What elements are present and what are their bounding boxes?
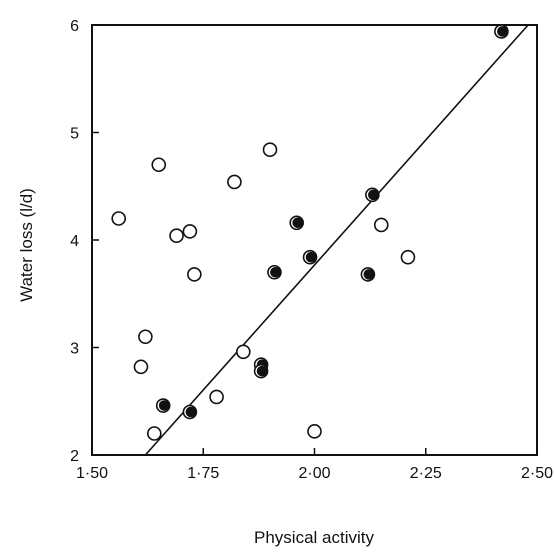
- open-data-point: [307, 424, 322, 439]
- x-tick-label: 2·00: [298, 465, 330, 482]
- regression-line: [144, 24, 529, 456]
- y-tick-label: 5: [70, 126, 79, 143]
- filled-data-point-core: [256, 365, 268, 377]
- open-data-point: [147, 426, 162, 441]
- filled-data-point-core: [497, 26, 508, 37]
- open-data-point: [138, 329, 153, 345]
- data-points-layer: [111, 24, 509, 441]
- open-data-point: [236, 344, 251, 360]
- open-data-point: [169, 228, 184, 243]
- y-tick-label: 3: [70, 341, 79, 358]
- y-axis-title: Water loss (l/d): [17, 188, 36, 302]
- open-data-point: [227, 174, 242, 190]
- open-data-point: [182, 224, 198, 239]
- x-axis-title: Physical activity: [254, 528, 374, 547]
- y-tick-label: 4: [70, 233, 79, 250]
- regression-line-layer: [144, 24, 529, 456]
- open-data-point: [187, 267, 202, 282]
- y-tick-label: 2: [70, 448, 79, 465]
- filled-data-point-core: [363, 269, 375, 280]
- x-tick-label: 1·50: [76, 465, 108, 482]
- open-data-point: [209, 389, 224, 405]
- filled-data-point-core: [305, 251, 317, 263]
- y-tick-label: 6: [70, 18, 79, 35]
- filled-data-point-core: [368, 189, 379, 201]
- open-data-point: [262, 142, 278, 157]
- filled-data-point-core: [292, 217, 304, 229]
- open-data-point: [111, 211, 126, 226]
- open-data-point: [133, 359, 149, 375]
- filled-data-point-core: [185, 406, 197, 418]
- open-data-point: [373, 217, 389, 233]
- open-data-point: [151, 157, 167, 173]
- x-tick-label: 1·75: [187, 465, 219, 482]
- filled-data-point-core: [158, 400, 170, 411]
- open-data-point: [400, 249, 416, 265]
- x-tick-label: 2·50: [521, 465, 553, 482]
- y-axis-ticks: 2 3 4 5 6: [70, 18, 99, 465]
- filled-data-point-core: [270, 266, 281, 278]
- x-tick-label: 2·25: [410, 465, 442, 482]
- x-axis-ticks: 1·50 1·75 2·00 2·25 2·50: [76, 448, 553, 482]
